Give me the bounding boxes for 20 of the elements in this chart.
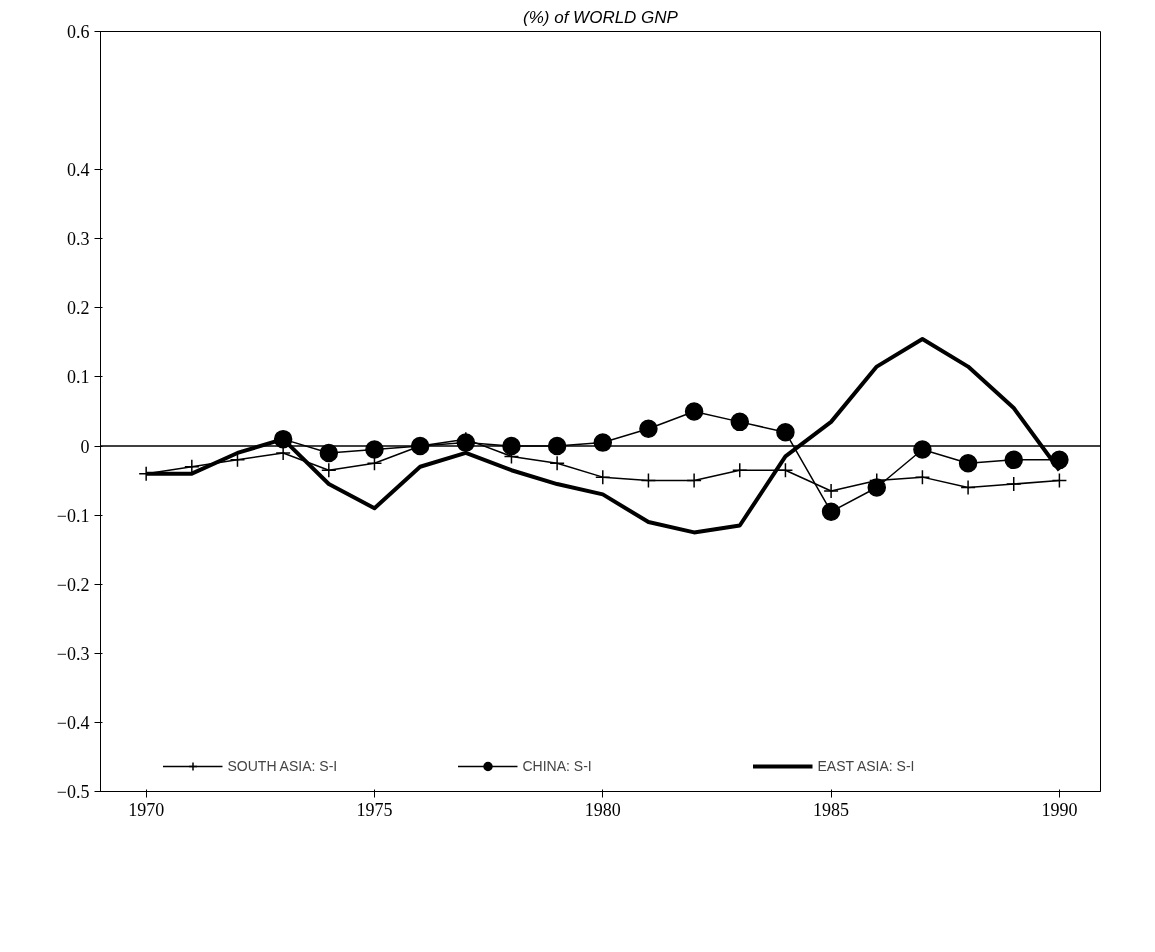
y-tick-label: 0.1 [67,367,90,388]
y-tick-label: −0.1 [56,505,90,526]
y-tick-label: 0.2 [67,298,90,319]
x-tick-label: 1985 [813,799,850,820]
legend-label: CHINA: S-I [522,758,593,774]
y-tick-label: 0.4 [67,160,90,181]
chart-title: (%) of WORLD GNP [523,7,679,27]
x-tick-label: 1990 [1041,799,1078,820]
legend-label: SOUTH ASIA: S-I [227,758,339,774]
y-tick-label: −0.3 [56,643,90,664]
y-tick-label: −0.4 [56,712,90,733]
y-tick-label: −0.2 [56,574,90,595]
y-tick-label: 0.3 [67,229,90,250]
y-tick-label: 0 [80,436,90,457]
x-tick-label: 1980 [584,799,621,820]
y-tick-label: 0.6 [67,22,90,42]
x-tick-label: 1975 [356,799,393,820]
y-tick-label: −0.5 [56,782,90,802]
x-tick-label: 1970 [128,799,165,820]
legend-label: EAST ASIA: S-I [817,758,916,774]
